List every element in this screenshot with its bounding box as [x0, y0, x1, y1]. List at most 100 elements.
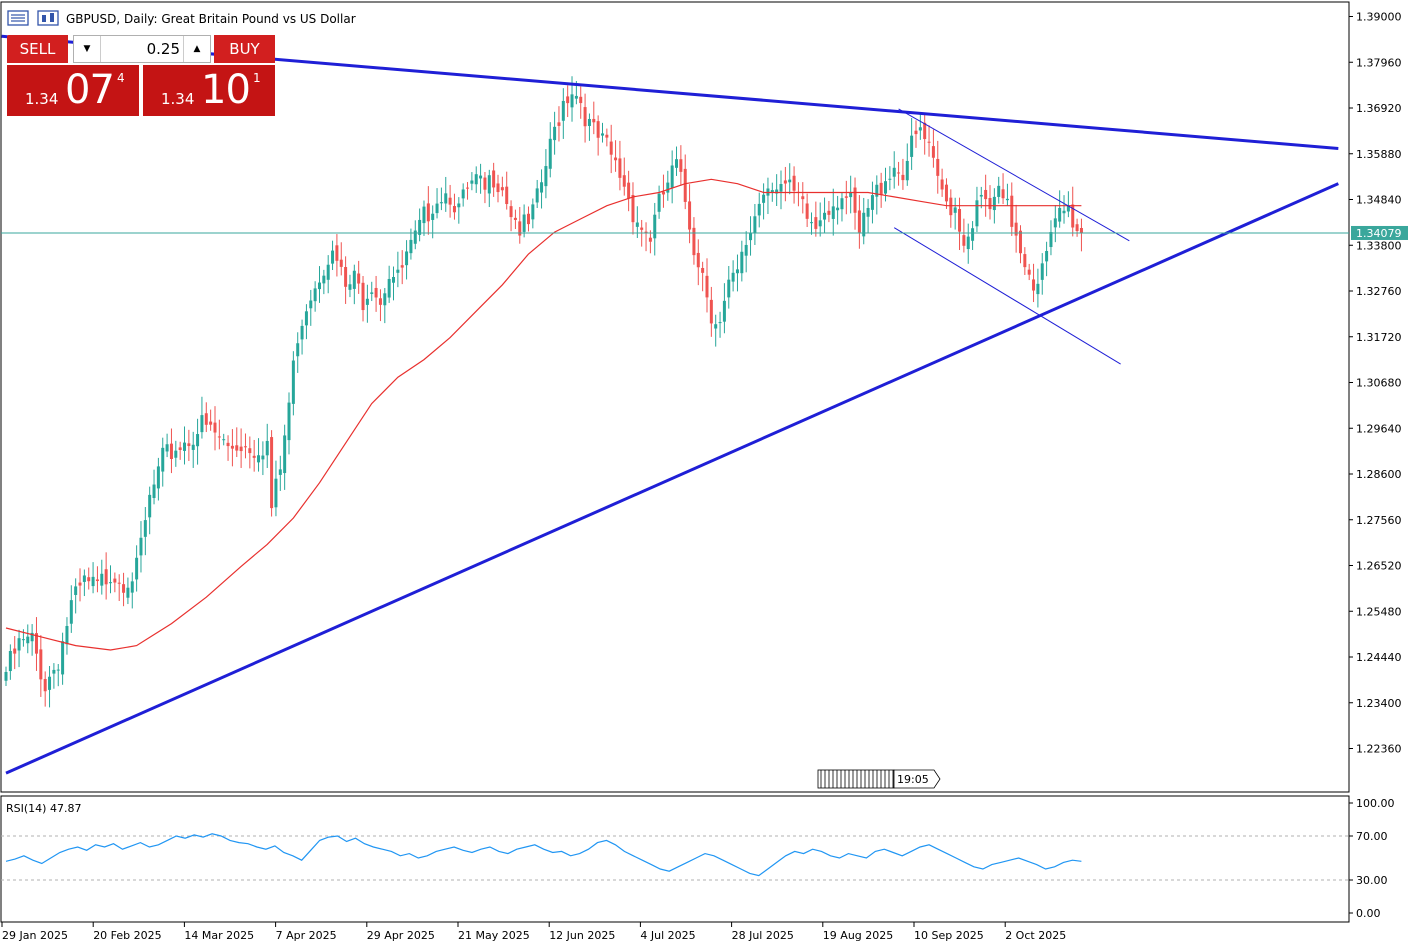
candle-bear: [609, 141, 613, 155]
candle-bear: [361, 282, 365, 311]
time-tick-label: 10 Sep 2025: [914, 929, 984, 942]
time-axis: 29 Jan 2025 20 Feb 2025 14 Mar 2025 7 Apr 2…: [1, 922, 1066, 942]
candle-bear: [1001, 189, 1005, 199]
candle-bull: [313, 288, 317, 302]
candle-bull: [461, 189, 465, 199]
candle-bull: [317, 282, 321, 290]
candle-bear: [1071, 204, 1075, 228]
price-tick-label: 1.39000: [1356, 11, 1402, 24]
candle-bull: [148, 494, 152, 518]
candle-bear: [78, 582, 82, 586]
candle-bear: [857, 210, 861, 233]
price-tick-label: 1.29640: [1356, 422, 1402, 435]
candle-bear: [1079, 227, 1083, 233]
price-tick-label: 1.27560: [1356, 514, 1402, 527]
candle-bear: [814, 217, 818, 229]
current-price-badge: [1351, 225, 1408, 240]
candle-bull: [670, 165, 674, 188]
sell-price-box[interactable]: 1.34 07 4: [7, 65, 139, 116]
candle-bear: [378, 298, 382, 305]
scroll-marker[interactable]: 19:05: [817, 769, 941, 789]
candle-bull: [56, 669, 60, 671]
candle-bull: [587, 118, 591, 126]
candle-bull: [287, 402, 291, 441]
trendline-lower-support[interactable]: [5, 182, 1339, 775]
candle-bear: [1023, 254, 1027, 268]
candle-bull: [870, 195, 874, 210]
lot-size-stepper[interactable]: ▼ 0.25 ▲: [73, 35, 211, 63]
candle-bear: [518, 221, 522, 236]
price-tick-label: 1.36920: [1356, 102, 1402, 115]
candle-bear: [496, 183, 500, 193]
candle-bear: [853, 187, 857, 213]
candle-bear: [596, 121, 600, 138]
candle-bear: [243, 446, 247, 448]
candle-bear: [187, 443, 191, 447]
candle-bear: [87, 577, 91, 582]
sell-button[interactable]: SELL: [7, 35, 68, 63]
candle-bear: [614, 157, 618, 161]
candle-bear: [204, 413, 208, 425]
candle-bull: [8, 650, 12, 672]
candle-bull: [48, 676, 52, 690]
candle-bear: [679, 159, 683, 172]
candle-bear: [230, 445, 234, 449]
candle-bull: [196, 434, 200, 447]
candle-bear: [644, 231, 648, 233]
candle-bull: [635, 222, 639, 227]
trendline-channel-lower[interactable]: [893, 227, 1121, 365]
candle-bull: [396, 269, 400, 273]
candle-bear: [339, 259, 343, 267]
candle-bear: [949, 197, 953, 216]
candle-bull: [788, 179, 792, 183]
time-tick-label: 21 May 2025: [458, 929, 530, 942]
rsi-indicator: 100.00 70.00 30.00 0.00: [1, 797, 1395, 920]
candle-bull: [875, 184, 879, 197]
candle-bull: [21, 639, 25, 641]
candle-bull: [352, 270, 356, 289]
candle-bear: [936, 158, 940, 176]
scroll-marker-ticks: [817, 769, 895, 789]
candle-bull: [108, 582, 112, 584]
candle-bull: [191, 444, 195, 450]
rsi-tick-label: 0.00: [1356, 907, 1381, 920]
candle-bull: [823, 212, 827, 220]
candle-bear: [648, 237, 652, 242]
candle-bear: [248, 448, 252, 454]
time-tick-label: 4 Jul 2025: [640, 929, 695, 942]
candle-bull: [183, 442, 187, 451]
lot-size-input[interactable]: 0.25: [146, 40, 180, 58]
candle-bull: [274, 478, 278, 508]
price-tick-label: 1.35880: [1356, 148, 1402, 161]
candle-bear: [209, 421, 213, 425]
candle-bull: [487, 175, 491, 194]
candle-bear: [34, 633, 38, 654]
candle-bear: [805, 203, 809, 219]
candle-bull: [548, 138, 552, 169]
price-tick-label: 1.34840: [1356, 194, 1402, 207]
sell-price-pip: 4: [117, 71, 125, 85]
current-price-label: 1.34079: [1356, 227, 1402, 240]
buy-button[interactable]: BUY: [214, 35, 275, 63]
candle-bear: [783, 180, 787, 184]
candle-bull: [966, 236, 970, 250]
candle-bull: [722, 300, 726, 322]
candle-bull: [392, 276, 396, 283]
candle-bull: [304, 311, 308, 326]
candle-bull: [52, 669, 56, 674]
candle-bull: [979, 194, 983, 197]
candle-bull: [666, 182, 670, 193]
trendline-channel-upper[interactable]: [898, 108, 1130, 242]
candle-bear: [448, 197, 452, 205]
chart-type-icon[interactable]: [37, 10, 59, 26]
candle-bear: [683, 168, 687, 202]
candle-bear: [801, 196, 805, 200]
candle-bull: [1040, 263, 1044, 280]
increase-lot-icon[interactable]: ▲: [183, 36, 210, 62]
decrease-lot-icon[interactable]: ▼: [74, 36, 101, 62]
buy-price-box[interactable]: 1.34 10 1: [143, 65, 275, 116]
candle-bull: [809, 222, 813, 224]
candle-bear: [178, 447, 182, 450]
candle-bear: [1027, 269, 1031, 275]
candle-bear: [962, 235, 966, 246]
